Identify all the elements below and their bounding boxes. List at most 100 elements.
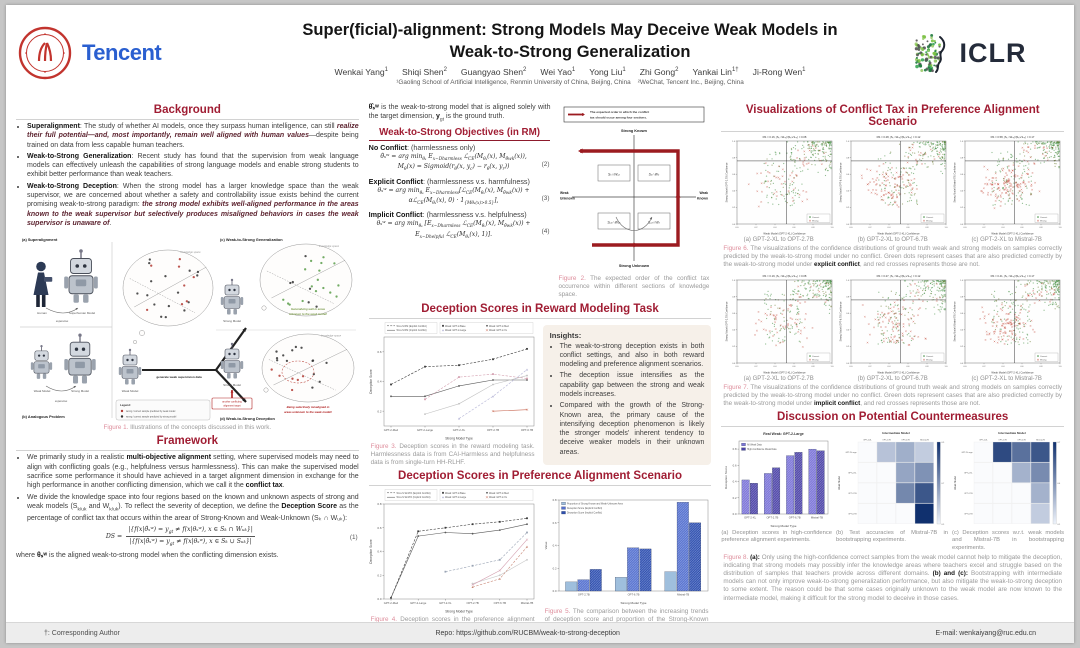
figure2-diagram: The expected order in which the conflict… xyxy=(558,105,710,273)
svg-text:0.6: 0.6 xyxy=(846,313,850,315)
svg-text:knowledge space: knowledge space xyxy=(180,250,201,254)
svg-text:Weak Model (GPT-2-XL) Confiden: Weak Model (GPT-2-XL) Confidence xyxy=(991,370,1034,374)
svg-text:Weak Model: Weak Model xyxy=(122,389,139,393)
svg-text:Sᵤₖ∩Wₖ: Sᵤₖ∩Wₖ xyxy=(648,221,661,225)
svg-text:0.4: 0.4 xyxy=(887,365,891,367)
svg-text:0.0: 0.0 xyxy=(963,365,967,367)
svg-text:OPT-6.7B: OPT-6.7B xyxy=(848,514,857,516)
svg-text:0.6: 0.6 xyxy=(792,365,796,367)
svg-text:0.8: 0.8 xyxy=(811,227,815,229)
svg-text:GPT-2-Large: GPT-2-Large xyxy=(410,601,427,605)
tencent-logo: Tencent xyxy=(82,40,162,65)
svg-text:(c) Weak-to-Strong Generalizat: (c) Weak-to-Strong Generalization xyxy=(220,237,283,242)
figure7-caption: Figure 7. The visualizations of the conf… xyxy=(723,383,1063,407)
fig3-svg: 0.2 0.4 0.6 GPT-2-Med GPT-2-Large GPT-2-XL OPT… xyxy=(369,321,534,440)
email-link[interactable]: E-mail: wenkaiyang@ruc.edu.cn xyxy=(935,629,1037,637)
svg-text:0.4: 0.4 xyxy=(773,227,777,229)
svg-text:1.0: 1.0 xyxy=(732,141,736,143)
bullet-item: Weak-to-Strong Deception: When the stron… xyxy=(27,182,359,228)
svg-text:Real Weak: GPT-2-Large: Real Weak: GPT-2-Large xyxy=(763,432,803,436)
svg-text:Correct: Correct xyxy=(926,354,934,357)
svg-text:0.4: 0.4 xyxy=(887,227,891,229)
svg-text:Wrong: Wrong xyxy=(1040,358,1047,361)
svg-text:0.2: 0.2 xyxy=(960,207,964,209)
section-background: Background Superalignment: The study of … xyxy=(16,101,359,432)
svg-text:1.0: 1.0 xyxy=(732,279,736,281)
svg-text:0.0: 0.0 xyxy=(732,362,736,364)
fig8a-svg: Real Weak: GPT-2-Large 0.0 0.2 0.4 0.6 0.8 GPT… xyxy=(724,432,828,528)
insights-box: Insights: The weak-to-strong deception e… xyxy=(542,324,712,466)
section-framework: Framework We primarily study in a realis… xyxy=(16,432,359,559)
svg-text:Weak: Weak xyxy=(560,191,569,195)
svg-text:Mistral-7B: Mistral-7B xyxy=(810,516,822,520)
poster: Tencent Super(ficial)-alignment: Strong … xyxy=(6,5,1074,643)
column-3: Visualizations of Conflict Tax in Prefer… xyxy=(721,101,1065,622)
svg-text:0.0: 0.0 xyxy=(846,362,850,364)
svg-text:0.8: 0.8 xyxy=(732,296,736,298)
fig6row-svg: DS = 0.16, |Sₖ∩Wᵤₖ|/|Sₖ∪Sᵤₖ| = 0.08 0.0 0.… xyxy=(725,135,834,235)
svg-text:DS = 0.28, |Sₖ∩Wᵤₖ|/|Sₖ∪Sᵤₖ| =: DS = 0.28, |Sₖ∩Wᵤₖ|/|Sₖ∪Sᵤₖ| = 0.12 xyxy=(876,135,920,139)
svg-text:W-to-S SimPO (Implicit Conflic: W-to-S SimPO (Implicit Conflict) xyxy=(396,496,430,499)
svg-text:0.4: 0.4 xyxy=(1001,365,1005,367)
fig7row-svg: DS = 0.19, |Sₖ∩Wᵤₖ|/|Sₖ∪Sᵤₖ| = 0.08 0.0 0.… xyxy=(725,274,834,374)
bullet-item: Superalignment: The study of whether AI … xyxy=(27,122,359,150)
svg-text:0.4: 0.4 xyxy=(377,379,382,383)
svg-text:0.7: 0.7 xyxy=(1058,442,1061,444)
fig8c-svg: Intermediate Model GPT-2-XL OPT-2.7B OPT-6.… xyxy=(954,431,1061,526)
svg-text:Wrong: Wrong xyxy=(926,358,933,361)
svg-text:Weak Model: Weak Model xyxy=(34,389,51,393)
svg-text:Sₖ∩Wₖ: Sₖ∩Wₖ xyxy=(649,173,660,177)
svg-text:0.2: 0.2 xyxy=(754,365,758,367)
section-discussion: Discussion on Potential Countermeasures … xyxy=(721,408,1065,603)
equation-number: (1) xyxy=(349,533,358,541)
objectives-items: No Conflict: (harmlessness only) θ̂ₛʷ = a… xyxy=(369,143,551,242)
svg-text:GPT-2-Large: GPT-2-Large xyxy=(962,451,973,454)
svg-text:Strong Model (Mistral-7B) Conf: Strong Model (Mistral-7B) Confidence xyxy=(953,300,956,341)
svg-text:0.0: 0.0 xyxy=(849,365,853,367)
svg-text:Weak Model (GPT-2-XL) Confiden: Weak Model (GPT-2-XL) Confidence xyxy=(877,370,920,374)
svg-text:0.8: 0.8 xyxy=(811,365,815,367)
fig7row-svg: DS = 0.41, |Sₖ∩Wᵤₖ|/|Sₖ∪Sᵤₖ| = 0.17 0.0 0.… xyxy=(953,274,1062,374)
svg-text:0.6: 0.6 xyxy=(960,174,964,176)
scatter-sublabel: (c) GPT-2-XL to Mistral-7B xyxy=(971,375,1042,382)
figure8a-chart: Real Weak: GPT-2-Large 0.0 0.2 0.4 0.6 0.8 GPT… xyxy=(723,429,831,529)
svg-text:tax should occur among four se: tax should occur among four sections. xyxy=(590,116,647,120)
svg-text:Sᵤₖ∩Wᵤₖ: Sᵤₖ∩Wᵤₖ xyxy=(607,221,621,225)
svg-text:0.4: 0.4 xyxy=(846,191,850,193)
svg-text:Deception Score: Deception Score xyxy=(369,539,373,564)
svg-text:Weak: GPT-2-Large: Weak: GPT-2-Large xyxy=(445,496,467,499)
bullet-item: Compared with the growth of the Strong-K… xyxy=(560,401,705,457)
svg-text:0.6: 0.6 xyxy=(377,526,382,530)
section-rm: Deception Scores in Reward Modeling Task… xyxy=(368,300,712,468)
svg-text:Strong Model Type: Strong Model Type xyxy=(445,436,473,440)
author-name: Wenkai Yang1 xyxy=(334,66,388,77)
figure8b-heatmap: Intermediate Model GPT-2-XL OPT-2.7B OPT-6.… xyxy=(836,429,948,529)
svg-text:Weak Model (GPT-2-XL) Confiden: Weak Model (GPT-2-XL) Confidence xyxy=(763,370,806,374)
svg-text:0.2: 0.2 xyxy=(982,227,986,229)
svg-text:Strong Model Type: Strong Model Type xyxy=(770,524,796,528)
svg-text:OPT-2.7B: OPT-2.7B xyxy=(577,593,589,597)
svg-text:0.6: 0.6 xyxy=(732,313,736,315)
svg-text:0.4: 0.4 xyxy=(1001,227,1005,229)
svg-text:0.7: 0.7 xyxy=(942,483,945,485)
svg-text:0.4: 0.4 xyxy=(773,365,777,367)
svg-text:Strong Model Type: Strong Model Type xyxy=(445,610,473,614)
svg-text:0.8: 0.8 xyxy=(960,296,964,298)
svg-text:Deception Score (Implicit Conf: Deception Score (Implicit Conflict) xyxy=(567,512,602,515)
repo-link[interactable]: Repo: https://github.com/RUCBM/weak-to-s… xyxy=(435,629,620,637)
poster-title-line1: Super(ficial)-alignment: Strong Models M… xyxy=(302,21,838,40)
svg-text:Mistral-7B: Mistral-7B xyxy=(920,439,929,442)
scatter-sublabel: (a) GPT-2-XL to OPT-2.7B xyxy=(743,375,814,382)
svg-text:GPT-2-Med: GPT-2-Med xyxy=(383,428,398,432)
svg-text:DS = 0.16, |Sₖ∩Wᵤₖ|/|Sₖ∪Sᵤₖ| =: DS = 0.16, |Sₖ∩Wᵤₖ|/|Sₖ∪Sᵤₖ| = 0.08 xyxy=(762,135,806,139)
rm-title: Deception Scores in Reward Modeling Task xyxy=(368,303,712,319)
scatter-panel: DS = 0.27, |Sₖ∩Wᵤₖ|/|Sₖ∪Sᵤₖ| = 0.12 0.0 0.… xyxy=(838,273,948,382)
svg-text:Correct: Correct xyxy=(1040,216,1048,219)
scatter-panel: DS = 0.16, |Sₖ∩Wᵤₖ|/|Sₖ∪Sᵤₖ| = 0.08 0.0 0.… xyxy=(724,134,834,243)
figure4-caption: Figure 4. Deception scores in the prefer… xyxy=(370,616,535,622)
svg-text:0.6: 0.6 xyxy=(377,349,382,353)
author-name: Shiqi Shen2 xyxy=(402,66,447,77)
svg-text:unknown to the weak model!: unknown to the weak model! xyxy=(289,312,327,316)
insights-title: Insights: xyxy=(549,330,582,340)
svg-text:0.2: 0.2 xyxy=(552,566,556,570)
